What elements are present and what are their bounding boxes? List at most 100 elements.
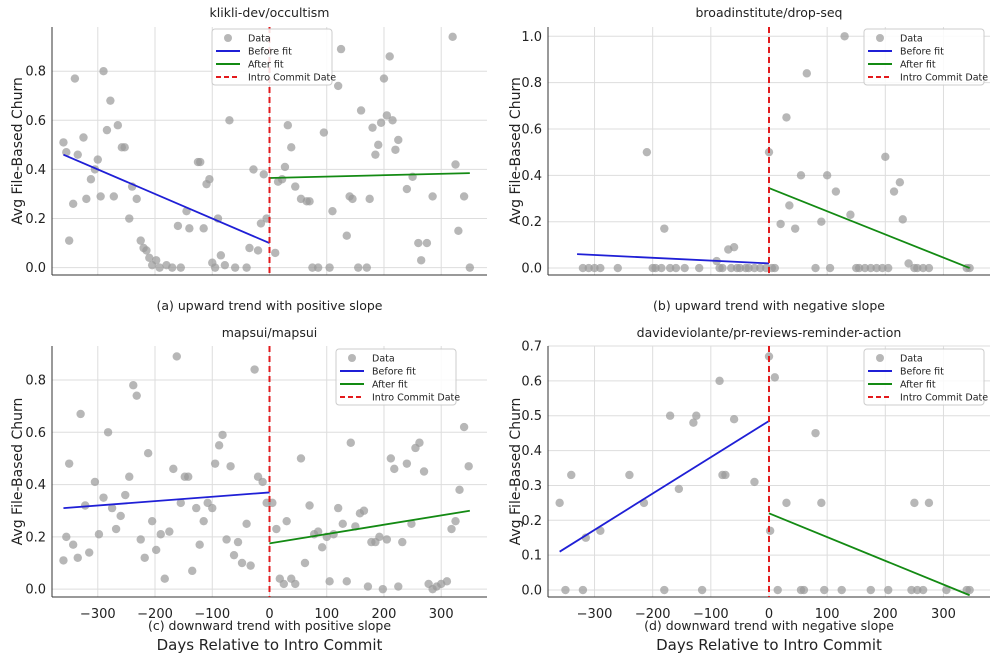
data-point (195, 540, 204, 549)
data-point (464, 462, 473, 471)
data-point (125, 214, 134, 223)
data-point (192, 503, 201, 513)
data-point (416, 256, 426, 265)
data-point (660, 224, 669, 233)
data-point (220, 260, 230, 270)
data-point (245, 243, 254, 253)
data-point (790, 224, 800, 233)
data-point (884, 263, 893, 273)
data-point (689, 418, 698, 427)
data-point (356, 106, 366, 115)
data-point (132, 194, 141, 204)
x-tick-label: 100 (815, 607, 840, 622)
subplot-caption: (a) upward trend with positive slope (157, 298, 383, 313)
legend-label: Intro Commit Date (372, 393, 460, 404)
data-point (156, 530, 165, 539)
data-point (291, 579, 300, 589)
data-point (336, 44, 346, 54)
data-point (388, 116, 397, 125)
data-point (136, 535, 145, 544)
data-point (259, 170, 268, 179)
data-point (145, 253, 154, 263)
y-tick-label: 0.8 (25, 65, 46, 80)
data-point (109, 192, 119, 201)
data-point (151, 256, 161, 265)
data-point (216, 251, 226, 260)
y-tick-label: 0.0 (25, 261, 46, 276)
y-tick-label: 0.4 (521, 169, 542, 184)
legend-label: Intro Commit Date (900, 393, 988, 404)
data-point (225, 116, 234, 125)
subplot-title: klikli-dev/occultism (210, 5, 330, 20)
data-point (918, 263, 928, 273)
data-point (394, 582, 403, 591)
data-point (90, 477, 100, 487)
data-point (233, 537, 243, 547)
data-point (96, 192, 105, 201)
data-point (176, 498, 185, 508)
data-point (62, 532, 71, 542)
legend-label: Before fit (900, 47, 944, 58)
legend-label: After fit (900, 60, 936, 71)
data-point (85, 548, 94, 557)
data-point (382, 111, 392, 120)
data-point (419, 467, 429, 476)
data-point (362, 263, 372, 272)
data-point (866, 585, 875, 595)
data-point (391, 145, 400, 154)
legend: Data Before fit After fit Intro Commit Date (863, 348, 988, 406)
after-fit-line (768, 512, 970, 597)
y-tick-label: 0.8 (25, 373, 46, 388)
legend-data-marker (224, 34, 232, 42)
data-point (785, 201, 794, 210)
data-point (776, 219, 785, 229)
data-point (454, 226, 463, 236)
data-point (555, 498, 564, 508)
data-point (374, 140, 383, 150)
data-point (697, 585, 707, 595)
y-tick-label: 0.0 (521, 262, 542, 277)
data-point (313, 263, 323, 272)
data-point (143, 448, 153, 458)
data-point (613, 263, 622, 273)
data-point (173, 221, 183, 231)
data-point (872, 263, 881, 273)
x-tick-label: −200 (137, 607, 173, 622)
data-point (695, 263, 704, 273)
data-point (283, 121, 293, 130)
data-point (253, 246, 263, 255)
y-tick-label: 0.1 (521, 549, 542, 564)
legend-label: Intro Commit Date (248, 73, 336, 84)
data-point (287, 143, 296, 152)
data-point (782, 113, 791, 122)
data-point (68, 199, 78, 208)
data-point (371, 150, 380, 159)
data-point (379, 74, 389, 83)
data-point (359, 506, 369, 515)
y-tick-label: 0.2 (521, 514, 542, 529)
data-point (94, 530, 104, 539)
data-point (111, 524, 121, 534)
x-tick-label: 200 (372, 607, 397, 622)
data-point (402, 184, 412, 194)
data-point (246, 561, 255, 570)
x-tick-label: 200 (873, 607, 898, 622)
data-point (242, 263, 251, 272)
y-tick-label: 0.4 (25, 478, 46, 493)
legend-label: Before fit (248, 47, 292, 58)
legend-data-marker (876, 34, 884, 42)
data-point (567, 470, 576, 480)
data-point (342, 231, 351, 240)
data-point (363, 582, 373, 591)
y-tick-label: 0.2 (521, 215, 542, 230)
data-point (578, 585, 588, 595)
data-point (80, 501, 90, 510)
data-point (390, 464, 399, 474)
data-point (230, 263, 240, 272)
data-point (860, 263, 870, 273)
data-point (451, 160, 460, 169)
data-point (70, 74, 80, 83)
data-point (715, 376, 724, 386)
data-point (68, 540, 78, 549)
y-tick-label: 0.6 (25, 426, 46, 441)
